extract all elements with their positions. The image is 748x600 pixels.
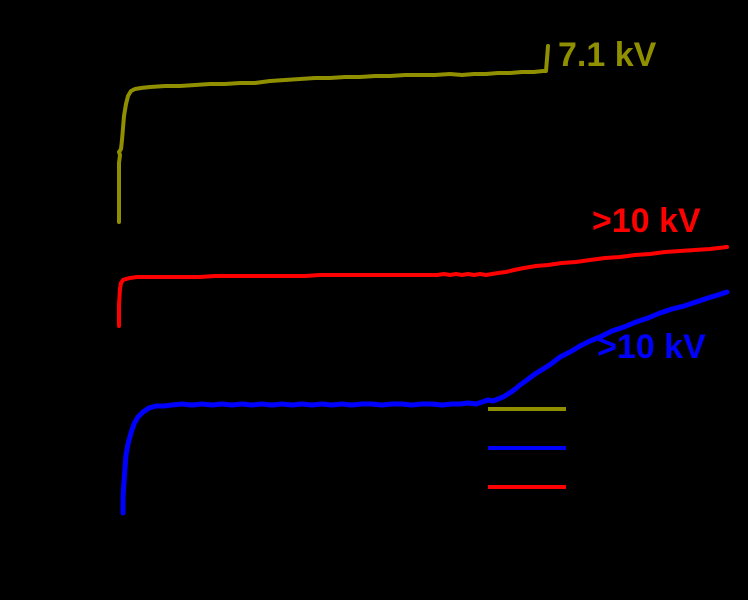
curve-olive [117,44,550,224]
annotation-red-gt10kv: >10 kV [592,202,701,240]
annotation-olive-7-1kv: 7.1 kV [558,36,657,74]
curve-blue [120,289,730,516]
annotation-blue-gt10kv: >10 kV [597,328,706,366]
curve-red [117,245,729,328]
